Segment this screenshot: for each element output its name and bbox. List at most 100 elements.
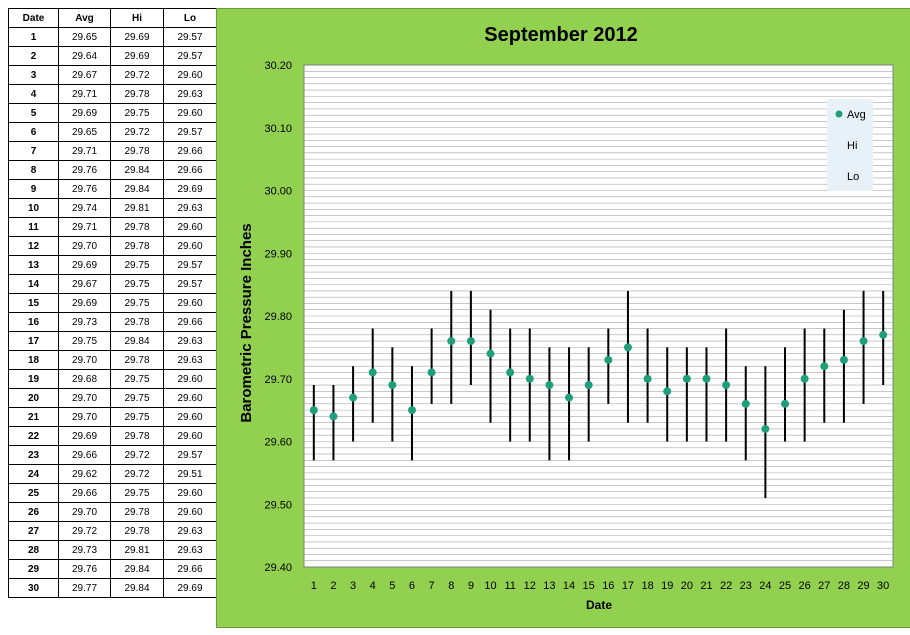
table-row: 30 29.77 29.84 29.69 bbox=[8, 578, 217, 598]
avg-point bbox=[722, 381, 731, 390]
x-tick-label: 28 bbox=[838, 580, 850, 592]
cell-lo: 29.60 bbox=[163, 236, 217, 256]
cell-hi: 29.72 bbox=[110, 464, 164, 484]
cell-date: 20 bbox=[8, 388, 59, 408]
cell-lo: 29.69 bbox=[163, 578, 217, 598]
y-tick-label: 29.80 bbox=[264, 311, 292, 323]
cell-lo: 29.57 bbox=[163, 445, 217, 465]
cell-date: 8 bbox=[8, 160, 59, 180]
cell-date: 15 bbox=[8, 293, 59, 313]
avg-point bbox=[604, 355, 613, 364]
cell-hi: 29.84 bbox=[110, 578, 164, 598]
cell-date: 26 bbox=[8, 502, 59, 522]
table-row: 6 29.65 29.72 29.57 bbox=[8, 122, 217, 142]
header-avg: Avg bbox=[58, 8, 111, 28]
cell-date: 14 bbox=[8, 274, 59, 294]
cell-hi: 29.75 bbox=[110, 293, 164, 313]
cell-hi: 29.78 bbox=[110, 84, 164, 104]
x-tick-label: 19 bbox=[661, 580, 673, 592]
table-row: 29 29.76 29.84 29.66 bbox=[8, 559, 217, 579]
cell-hi: 29.81 bbox=[110, 540, 164, 560]
legend-avg-label: Avg bbox=[847, 109, 866, 121]
gridlines bbox=[304, 70, 893, 562]
cell-hi: 29.78 bbox=[110, 217, 164, 237]
avg-point bbox=[329, 412, 338, 421]
cell-avg: 29.65 bbox=[58, 27, 111, 47]
x-tick-label: 27 bbox=[818, 580, 830, 592]
avg-point bbox=[349, 393, 358, 402]
cell-avg: 29.74 bbox=[58, 198, 111, 218]
table-row: 23 29.66 29.72 29.57 bbox=[8, 445, 217, 465]
cell-date: 25 bbox=[8, 483, 59, 503]
x-tick-label: 10 bbox=[484, 580, 496, 592]
cell-date: 19 bbox=[8, 369, 59, 389]
cell-lo: 29.57 bbox=[163, 274, 217, 294]
cell-date: 18 bbox=[8, 350, 59, 370]
table-row: 4 29.71 29.78 29.63 bbox=[8, 84, 217, 104]
cell-lo: 29.66 bbox=[163, 312, 217, 332]
cell-hi: 29.84 bbox=[110, 160, 164, 180]
x-tick-label: 5 bbox=[389, 580, 395, 592]
legend-lo-label: Lo bbox=[847, 171, 859, 183]
avg-point bbox=[447, 337, 456, 346]
cell-avg: 29.68 bbox=[58, 369, 111, 389]
table-row: 19 29.68 29.75 29.60 bbox=[8, 369, 217, 389]
avg-point bbox=[781, 399, 790, 408]
y-axis-ticks: 29.40 29.50 29.60 29.70 29.80 29.90 30.00 30.10… bbox=[264, 60, 292, 574]
cell-avg: 29.71 bbox=[58, 84, 111, 104]
cell-date: 22 bbox=[8, 426, 59, 446]
avg-point bbox=[682, 374, 691, 383]
table-row: 25 29.66 29.75 29.60 bbox=[8, 483, 217, 503]
cell-hi: 29.75 bbox=[110, 255, 164, 275]
cell-date: 11 bbox=[8, 217, 59, 237]
cell-avg: 29.76 bbox=[58, 559, 111, 579]
cell-avg: 29.70 bbox=[58, 236, 111, 256]
avg-point bbox=[388, 381, 397, 390]
x-tick-label: 1 bbox=[311, 580, 317, 592]
cell-date: 7 bbox=[8, 141, 59, 161]
cell-date: 10 bbox=[8, 198, 59, 218]
cell-lo: 29.69 bbox=[163, 179, 217, 199]
cell-date: 16 bbox=[8, 312, 59, 332]
avg-point bbox=[545, 381, 554, 390]
cell-lo: 29.57 bbox=[163, 27, 217, 47]
avg-point bbox=[486, 349, 495, 358]
cell-hi: 29.78 bbox=[110, 502, 164, 522]
x-tick-label: 7 bbox=[429, 580, 435, 592]
cell-date: 2 bbox=[8, 46, 59, 66]
avg-point bbox=[800, 374, 809, 383]
table-row: 18 29.70 29.78 29.63 bbox=[8, 350, 217, 370]
cell-avg: 29.76 bbox=[58, 160, 111, 180]
cell-avg: 29.70 bbox=[58, 502, 111, 522]
legend: Avg Hi Lo bbox=[827, 99, 873, 191]
x-tick-label: 12 bbox=[524, 580, 536, 592]
table-row: 8 29.76 29.84 29.66 bbox=[8, 160, 217, 180]
header-hi: Hi bbox=[110, 8, 164, 28]
table-row: 17 29.75 29.84 29.63 bbox=[8, 331, 217, 351]
table-row: 26 29.70 29.78 29.60 bbox=[8, 502, 217, 522]
cell-date: 29 bbox=[8, 559, 59, 579]
cell-hi: 29.84 bbox=[110, 179, 164, 199]
x-tick-label: 4 bbox=[370, 580, 376, 592]
cell-lo: 29.60 bbox=[163, 388, 217, 408]
cell-lo: 29.63 bbox=[163, 84, 217, 104]
table-body: 1 29.65 29.69 29.57 2 29.64 29.69 29.57 3 29.67 29… bbox=[8, 27, 217, 598]
cell-date: 1 bbox=[8, 27, 59, 47]
avg-point bbox=[584, 381, 593, 390]
y-tick-label: 30.20 bbox=[264, 60, 292, 72]
table-row: 27 29.72 29.78 29.63 bbox=[8, 521, 217, 541]
x-tick-label: 18 bbox=[641, 580, 653, 592]
cell-avg: 29.64 bbox=[58, 46, 111, 66]
table-row: 14 29.67 29.75 29.57 bbox=[8, 274, 217, 294]
cell-lo: 29.63 bbox=[163, 540, 217, 560]
table-row: 2 29.64 29.69 29.57 bbox=[8, 46, 217, 66]
avg-point bbox=[506, 368, 515, 377]
cell-hi: 29.81 bbox=[110, 198, 164, 218]
table-row: 21 29.70 29.75 29.60 bbox=[8, 407, 217, 427]
cell-hi: 29.78 bbox=[110, 236, 164, 256]
avg-point bbox=[565, 393, 574, 402]
x-tick-label: 15 bbox=[583, 580, 595, 592]
table-row: 24 29.62 29.72 29.51 bbox=[8, 464, 217, 484]
x-tick-label: 16 bbox=[602, 580, 614, 592]
chart-title: September 2012 bbox=[484, 24, 637, 46]
